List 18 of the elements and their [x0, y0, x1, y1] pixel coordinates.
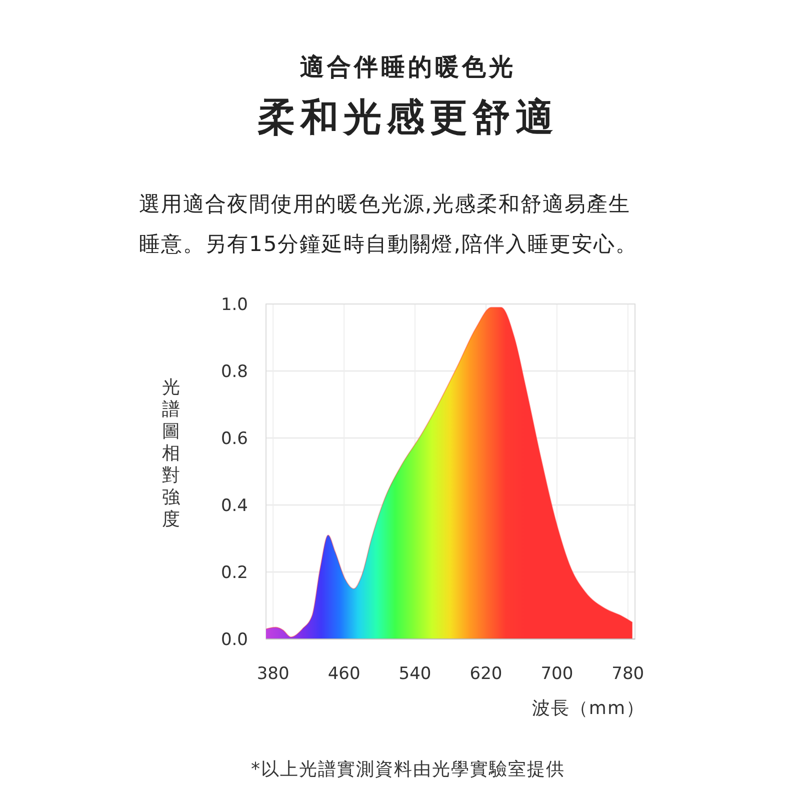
x-tick-label: 620: [470, 664, 502, 684]
x-tick-label: 780: [612, 664, 644, 684]
x-tick-label: 700: [540, 664, 574, 684]
x-tick-label: 540: [398, 664, 432, 684]
x-tick-label: 380: [256, 664, 290, 684]
chart-title: 適合伴睡的暖色光: [300, 53, 516, 81]
text: *以上光譜實測資料由光學實驗室提供: [251, 759, 565, 780]
y-tick-label: 0.0: [220, 630, 248, 650]
y-axis-title: 光譜圖相對強度: [162, 377, 180, 530]
x-tick-label: 460: [328, 664, 360, 684]
y-tick-label: 0.2: [220, 563, 248, 583]
y-tick-label: 1.0: [220, 295, 248, 315]
x-axis-title: 波長（mm）: [532, 698, 645, 719]
chart-subtitle: 柔和光感更舒適: [258, 95, 558, 139]
y-tick-label: 0.8: [220, 362, 248, 382]
text: 選用適合夜間使用的暖色光源,光感柔和舒適易產生睡意。另有15分鐘延時自動關燈,陪伴入睡更安心。: [139, 192, 638, 256]
y-tick-label: 0.4: [220, 496, 248, 516]
y-tick-label: 0.6: [220, 429, 248, 449]
